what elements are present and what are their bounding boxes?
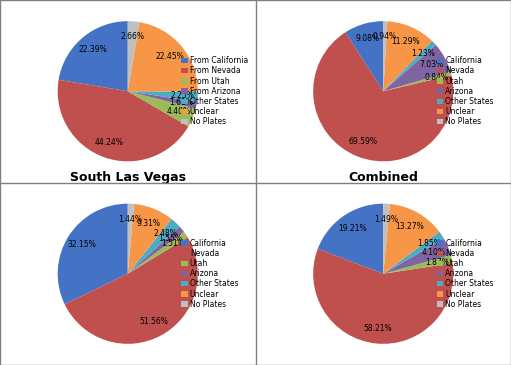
Text: 1.51%: 1.51% <box>161 239 185 247</box>
Text: 32.15%: 32.15% <box>67 240 96 249</box>
Text: 7.03%: 7.03% <box>419 60 443 69</box>
Wedge shape <box>318 204 383 274</box>
Text: 9.31%: 9.31% <box>136 219 160 227</box>
Text: 0.84%: 0.84% <box>424 73 448 82</box>
Legend: From California, From Nevada, From Utah, From Arizona, Other States, Unclear, No: From California, From Nevada, From Utah,… <box>180 55 249 127</box>
Legend: California, Nevada, Utah, Arizona, Other States, Unclear, No Plates: California, Nevada, Utah, Arizona, Other… <box>180 238 239 310</box>
Wedge shape <box>128 219 179 274</box>
Title: South Las Vegas: South Las Vegas <box>69 170 186 184</box>
Wedge shape <box>313 32 453 161</box>
Wedge shape <box>383 21 387 91</box>
Legend: California, Nevada, Utah, Arizona, Other States, Unclear, No Plates: California, Nevada, Utah, Arizona, Other… <box>436 55 495 127</box>
Wedge shape <box>128 204 134 274</box>
Wedge shape <box>58 204 128 304</box>
Text: 51.56%: 51.56% <box>140 317 168 326</box>
Text: 4.40%: 4.40% <box>166 107 191 116</box>
Text: 9.08%: 9.08% <box>356 34 380 43</box>
Text: 22.45%: 22.45% <box>155 51 184 61</box>
Text: 1.23%: 1.23% <box>411 49 435 58</box>
Text: 4.10%: 4.10% <box>422 248 446 257</box>
Text: 2.48%: 2.48% <box>153 229 177 238</box>
Text: 1.85%: 1.85% <box>417 239 441 248</box>
Text: 2.25%: 2.25% <box>170 91 194 100</box>
Text: 0.94%: 0.94% <box>373 32 397 41</box>
Wedge shape <box>383 45 451 91</box>
Wedge shape <box>128 91 197 108</box>
Wedge shape <box>383 238 451 274</box>
Text: 1.87%: 1.87% <box>425 258 449 267</box>
Wedge shape <box>128 22 198 92</box>
Wedge shape <box>128 91 198 101</box>
Legend: California, Nevada, Utah, Arizona, Other States, Unclear, No Plates: California, Nevada, Utah, Arizona, Other… <box>436 238 495 310</box>
Title: Combined: Combined <box>349 170 418 184</box>
Text: 2.66%: 2.66% <box>120 32 144 41</box>
Wedge shape <box>128 91 196 126</box>
Wedge shape <box>128 204 172 274</box>
Text: 11.29%: 11.29% <box>391 37 420 46</box>
Wedge shape <box>345 21 383 91</box>
Wedge shape <box>383 72 452 91</box>
Text: 44.24%: 44.24% <box>95 138 124 147</box>
Wedge shape <box>383 21 432 91</box>
Text: 69.59%: 69.59% <box>348 137 377 146</box>
Wedge shape <box>383 41 436 91</box>
Text: 58.21%: 58.21% <box>363 324 392 333</box>
Text: 1.61%: 1.61% <box>170 97 193 107</box>
Text: 1.49%: 1.49% <box>374 215 398 224</box>
Title: North Las Vegas: North Las Vegas <box>71 0 185 1</box>
Wedge shape <box>128 232 188 274</box>
Wedge shape <box>383 204 439 274</box>
Text: 13.27%: 13.27% <box>396 222 424 231</box>
Wedge shape <box>383 204 390 274</box>
Text: 1.55%: 1.55% <box>158 234 182 243</box>
Text: 22.39%: 22.39% <box>78 45 107 54</box>
Wedge shape <box>313 249 453 344</box>
Wedge shape <box>383 232 444 274</box>
Wedge shape <box>383 255 453 274</box>
Title: East Las Vegas: East Las Vegas <box>331 0 436 1</box>
Wedge shape <box>128 21 140 91</box>
Wedge shape <box>58 80 189 161</box>
Wedge shape <box>128 227 184 274</box>
Text: 19.21%: 19.21% <box>338 224 366 233</box>
Wedge shape <box>64 237 198 344</box>
Text: 1.44%: 1.44% <box>118 215 142 224</box>
Wedge shape <box>59 21 128 91</box>
